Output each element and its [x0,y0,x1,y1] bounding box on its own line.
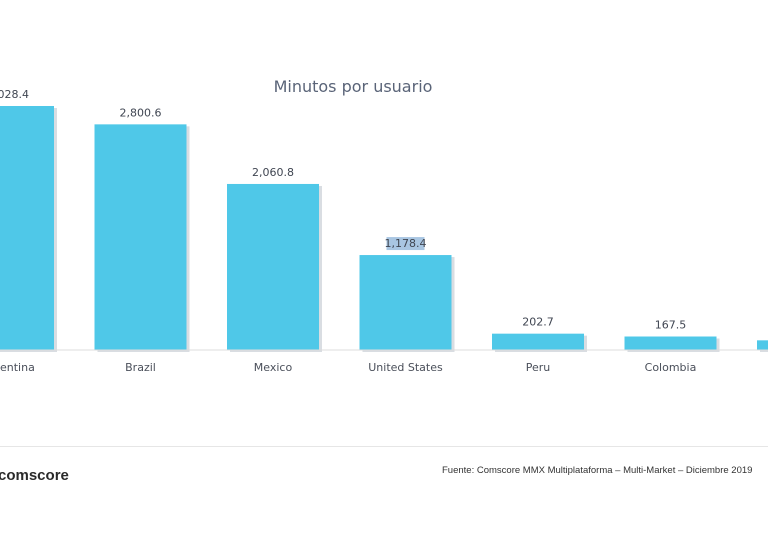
value-label: 1,178.4 [385,237,427,250]
category-label: Mexico [254,361,293,374]
value-label: 2,060.8 [252,166,294,179]
value-label: 2,800.6 [120,106,162,119]
value-label-highlight [386,237,425,251]
value-label: 202.7 [522,316,554,329]
value-label: 167.5 [655,319,687,332]
category-label: United States [368,361,443,374]
footer-divider [0,446,768,447]
bar [757,340,768,350]
bar [359,255,452,350]
category-label: Brazil [125,361,156,374]
value-labels-group: 3,028.4 2,800.6 2,060.8 1,178.4 202.7 167.5 [0,88,686,332]
bar [94,124,187,351]
source-note: Fuente: Comscore MMX Multiplataforma – M… [442,465,753,476]
bar [0,106,54,350]
bar [624,336,717,350]
category-label: Colombia [645,361,697,374]
brand-logo: comscore [0,467,69,484]
bars-group [0,106,768,353]
bar [227,183,319,350]
value-label: 3,028.4 [0,88,29,101]
category-label: Argentina [0,361,35,374]
bar [492,333,584,350]
chart-title: Minutos por usuario [274,77,433,96]
category-labels-group: Argentina Brazil Mexico United States Peru Co… [0,361,696,374]
category-label: Peru [526,361,551,374]
